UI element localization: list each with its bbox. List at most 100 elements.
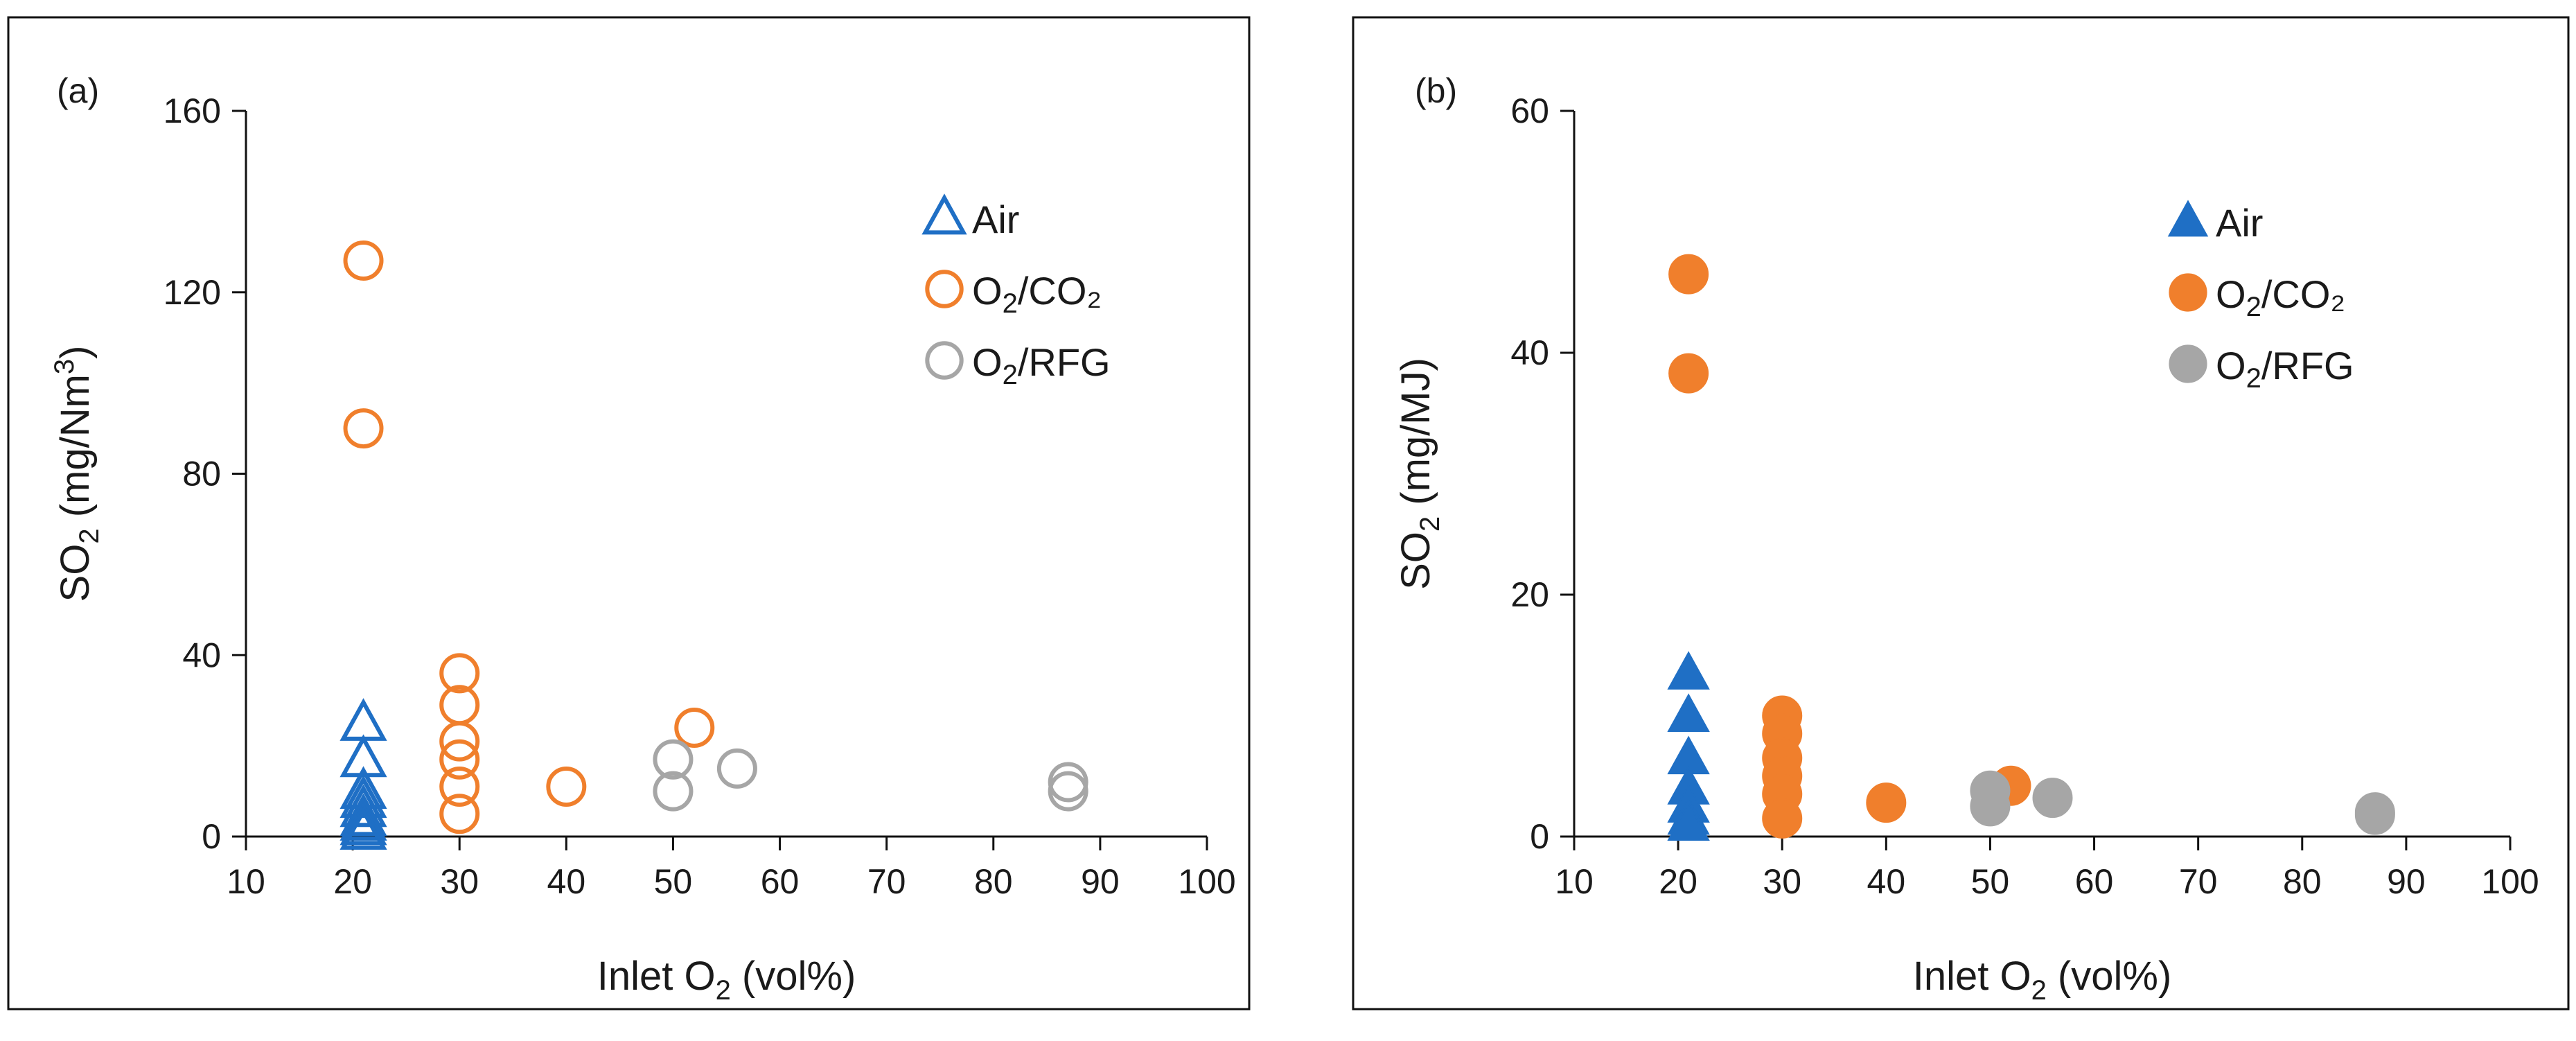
data-point [1667,693,1710,732]
x-axis-label: Inlet O2 (vol%) [597,954,856,1006]
x-tick-label: 10 [1555,862,1594,901]
data-point [339,698,387,741]
series-o2-rfg [1970,770,2395,835]
x-tick-label: 50 [1971,862,2010,901]
series-o2-co2 [1668,254,2031,839]
x-axis-label-tail: (vol%) [731,954,856,999]
y-axis-label-main: SO [53,544,98,602]
legend-label-main: O [2216,344,2246,387]
x-tick-label: 60 [761,862,800,901]
x-axis-label-main: Inlet O [1913,954,2031,999]
chart-panel-b: 0 20 40 60 10 20 30 40 50 60 70 80 90 100 (b) Inlet O2 … [1352,16,2570,1011]
y-axis-label-main: SO [1393,532,1438,590]
data-point [1970,786,2011,827]
x-axis-label-main: Inlet O [597,954,716,999]
x-tick-label: 80 [974,862,1013,901]
legend-marker [2167,200,2209,237]
y-axis-label-sub: 2 [1415,516,1445,532]
series-air [1667,651,1710,841]
data-point [339,775,387,819]
data-point [339,734,387,778]
data-point [439,767,480,807]
x-tick-label: 100 [2481,862,2539,901]
legend-marker [2169,344,2207,383]
y-tick-label: 20 [1510,575,1549,614]
legend-marker [925,341,964,380]
x-axis-label: Inlet O2 (vol%) [1913,954,2172,1006]
legend-label-sub: 2 [2246,292,2261,322]
chart-panel-a: 0 40 80 120 160 10 20 30 40 50 60 70 80 90 100 (a) Inlet… [7,16,1251,1011]
legend-label-tail: /RFG [1018,340,1111,384]
x-axis-label-sub: 2 [2031,975,2047,1006]
y-axis-label-mid: (mg/Nm [53,374,98,528]
legend-label-main: O [972,269,1003,313]
legend-label-main: Air [972,198,1019,241]
legend-label: Air [972,198,1019,241]
data-point [339,793,387,837]
data-point [439,794,480,834]
data-point [339,807,387,850]
x-tick-label: 80 [2283,862,2322,901]
data-point [1762,798,1803,839]
legend-label-tail: /CO₂ [1018,269,1102,313]
y-tick-label: 80 [182,455,221,493]
data-point [1668,353,1709,394]
series-o2-rfg [653,739,1088,812]
data-point [1866,782,1907,823]
data-point [1667,802,1710,841]
data-point [546,767,587,807]
panel-frame [1352,16,2570,1011]
x-tick-label: 40 [547,862,586,901]
data-point [2354,794,2395,835]
legend-label-main: O [972,340,1003,384]
y-tick-label: 160 [164,91,221,130]
legend-label-sub: 2 [2246,363,2261,394]
y-tick-label: 40 [182,636,221,674]
data-point [339,798,387,841]
legend-label: O2/RFG [2216,344,2354,394]
data-point [439,739,480,780]
x-tick-label: 40 [1867,862,1906,901]
x-tick-label: 10 [227,862,265,901]
y-axis-label: SO2 (mg/Nm3) [49,346,105,602]
panel-label: (a) [57,71,99,110]
data-point [2032,778,2073,819]
x-tick-label: 50 [654,862,693,901]
legend-label-tail: /CO₂ [2261,272,2345,316]
y-axis-label-mid: (mg/MJ) [1393,358,1438,516]
x-tick-label: 30 [440,862,479,901]
data-point [343,240,384,281]
legend-label: O2/CO₂ [972,269,1102,319]
data-point [716,748,757,789]
legend-label: O2/RFG [972,340,1111,390]
x-tick-label: 100 [1178,862,1235,901]
x-tick-label: 70 [2179,862,2218,901]
y-tick-label: 0 [202,817,221,856]
legend-label-main: Air [2216,201,2263,245]
series-air [339,698,387,850]
legend-label: Air [2216,201,2263,245]
data-point [439,653,480,694]
y-tick-label: 60 [1510,91,1549,130]
data-point [339,802,387,846]
y-axis-label-sub: 2 [74,528,105,543]
x-tick-label: 60 [2075,862,2114,901]
x-tick-label: 90 [1081,862,1120,901]
y-axis-label-tail: ) [53,346,98,359]
x-axis-label-sub: 2 [716,975,731,1006]
data-point [439,721,480,762]
legend-label-main: O [2216,272,2246,316]
x-tick-label: 30 [1763,862,1801,901]
data-point [1667,651,1710,690]
x-tick-label: 70 [867,862,906,901]
data-point [343,408,384,449]
x-tick-label: 90 [2387,862,2426,901]
panel-label: (b) [1415,71,1457,110]
x-tick-label: 20 [333,862,372,901]
data-point [674,707,715,748]
x-axis-label-tail: (vol%) [2047,954,2171,999]
series-o2-co2 [343,240,715,834]
legend-marker [2169,273,2207,312]
y-tick-label: 120 [164,273,221,312]
